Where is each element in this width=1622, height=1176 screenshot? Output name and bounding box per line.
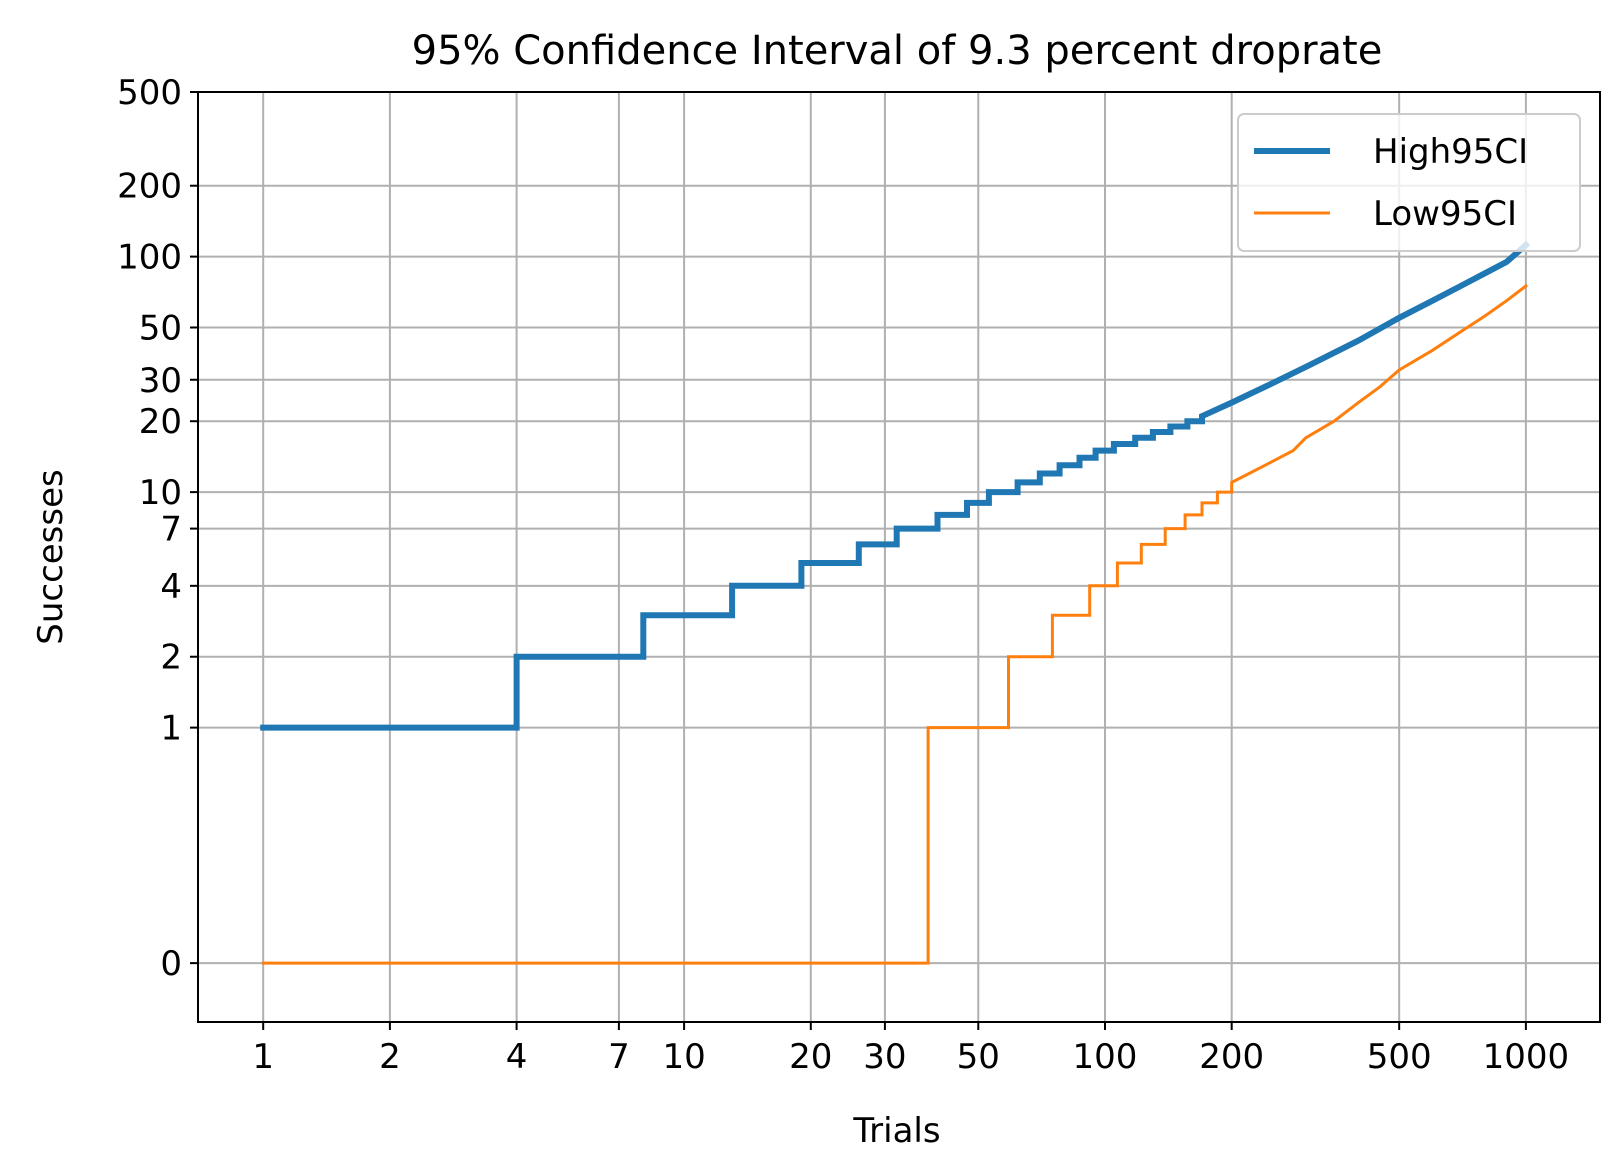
y-tick-label: 0 (160, 944, 182, 984)
x-tick-label: 2 (379, 1037, 401, 1077)
x-tick-label: 500 (1367, 1037, 1432, 1077)
y-tick-label: 1 (160, 709, 182, 749)
series-line-high95ci (260, 240, 1531, 731)
x-axis-label: Trials (852, 1111, 940, 1151)
grid-layer (198, 91, 1600, 1022)
y-tick-label: 100 (117, 238, 182, 278)
y-tick-label: 20 (139, 402, 182, 442)
tick-layer: 1 2 4 7 10 20 30 50 100 200 500 1000012471020305010… (117, 73, 1569, 1077)
chart-title: 95% Confidence Interval of 9.3 percent d… (412, 28, 1383, 74)
series-layer (260, 240, 1531, 965)
x-tick-label: 100 (1073, 1037, 1138, 1077)
y-tick-label: 10 (139, 473, 182, 513)
y-axis-label: Successes (31, 469, 71, 645)
y-tick-label: 2 (160, 638, 182, 678)
y-tick-label: 7 (160, 510, 182, 550)
x-tick-label: 1 (252, 1037, 274, 1077)
x-tick-label: 4 (506, 1037, 528, 1077)
y-tick-label: 30 (139, 361, 182, 401)
x-tick-label: 10 (662, 1037, 705, 1077)
x-tick-label: 7 (608, 1037, 630, 1077)
legend: High95CI Low95CI (1237, 113, 1581, 252)
plot-area-frame (197, 91, 1601, 1023)
y-tick-label: 500 (117, 73, 182, 113)
y-tick-label: 200 (117, 167, 182, 207)
legend-label-low95ci: Low95CI (1373, 194, 1517, 234)
x-tick-label: 1000 (1483, 1037, 1570, 1077)
x-tick-label: 200 (1199, 1037, 1264, 1077)
series-line-low95ci (261, 283, 1529, 965)
x-tick-label: 30 (863, 1037, 906, 1077)
y-tick-label: 50 (139, 309, 182, 349)
legend-label-high95ci: High95CI (1373, 132, 1528, 172)
x-tick-label: 20 (789, 1037, 832, 1077)
y-tick-label: 4 (160, 567, 182, 607)
x-tick-label: 50 (957, 1037, 1000, 1077)
